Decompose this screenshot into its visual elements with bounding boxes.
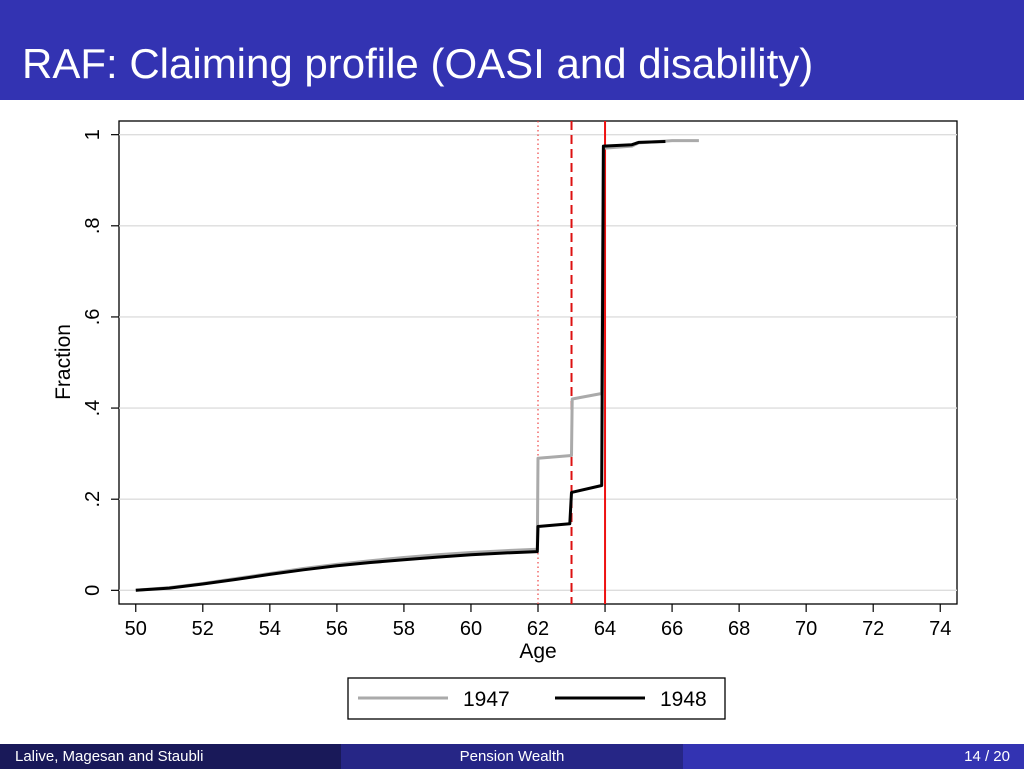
claiming-profile-chart: 50 52 54 56 58 60 62 64 66 68 70 72 74 0 .2 .4 .6 .8 1 Ag… <box>52 120 958 720</box>
series-line-1948 <box>135 140 666 592</box>
x-tick-label: 70 <box>795 618 817 640</box>
x-tick-label: 56 <box>326 618 348 640</box>
x-tick-label: 52 <box>192 618 214 640</box>
x-tick-label: 60 <box>460 618 482 640</box>
y-tick-label: .4 <box>82 400 104 417</box>
footer-authors: Lalive, Magesan and Staubli <box>15 748 204 765</box>
legend: 1947 1948 <box>358 688 707 711</box>
footer-page-number: 14 / 20 <box>964 748 1010 765</box>
x-tick-label: 64 <box>594 618 616 640</box>
y-tick-label: .6 <box>82 309 104 326</box>
y-tick-label: .8 <box>82 217 104 234</box>
series-lines <box>135 139 699 592</box>
slide-title: RAF: Claiming profile (OASI and disabili… <box>22 40 814 87</box>
x-tick-label: 58 <box>393 618 415 640</box>
x-tick-label: 50 <box>125 618 147 640</box>
x-tick-label: 68 <box>728 618 750 640</box>
x-axis-label: Age <box>519 640 556 663</box>
footer-section: Pension Wealth <box>341 744 683 769</box>
footer-authors-cell: Lalive, Magesan and Staubli <box>0 744 341 769</box>
legend-label-1947: 1947 <box>463 688 510 711</box>
x-tick-label: 72 <box>862 618 884 640</box>
legend-label-1948: 1948 <box>660 688 707 711</box>
y-tick-label: 0 <box>82 585 104 596</box>
y-tick-label: .2 <box>82 491 104 508</box>
x-tick-label: 54 <box>259 618 281 640</box>
x-tick-label: 74 <box>929 618 951 640</box>
y-axis-label: Fraction <box>52 324 75 400</box>
x-tick-label: 62 <box>527 618 549 640</box>
x-tick-label: 66 <box>661 618 683 640</box>
y-tick-label: 1 <box>82 129 104 140</box>
reference-lines <box>537 121 607 604</box>
x-axis-ticks: 50 52 54 56 58 60 62 64 66 68 70 72 74 <box>125 604 951 640</box>
footer-page-cell: 14 / 20 <box>683 744 1024 769</box>
footer: Lalive, Magesan and Staubli Pension Weal… <box>0 744 1024 769</box>
title-bar: RAF: Claiming profile (OASI and disabili… <box>0 0 1024 100</box>
chart-area: 50 52 54 56 58 60 62 64 66 68 70 72 74 0 .2 .4 .6 .8 1 Ag… <box>0 100 1024 744</box>
y-axis-ticks: 0 .2 .4 .6 .8 1 <box>82 129 119 596</box>
